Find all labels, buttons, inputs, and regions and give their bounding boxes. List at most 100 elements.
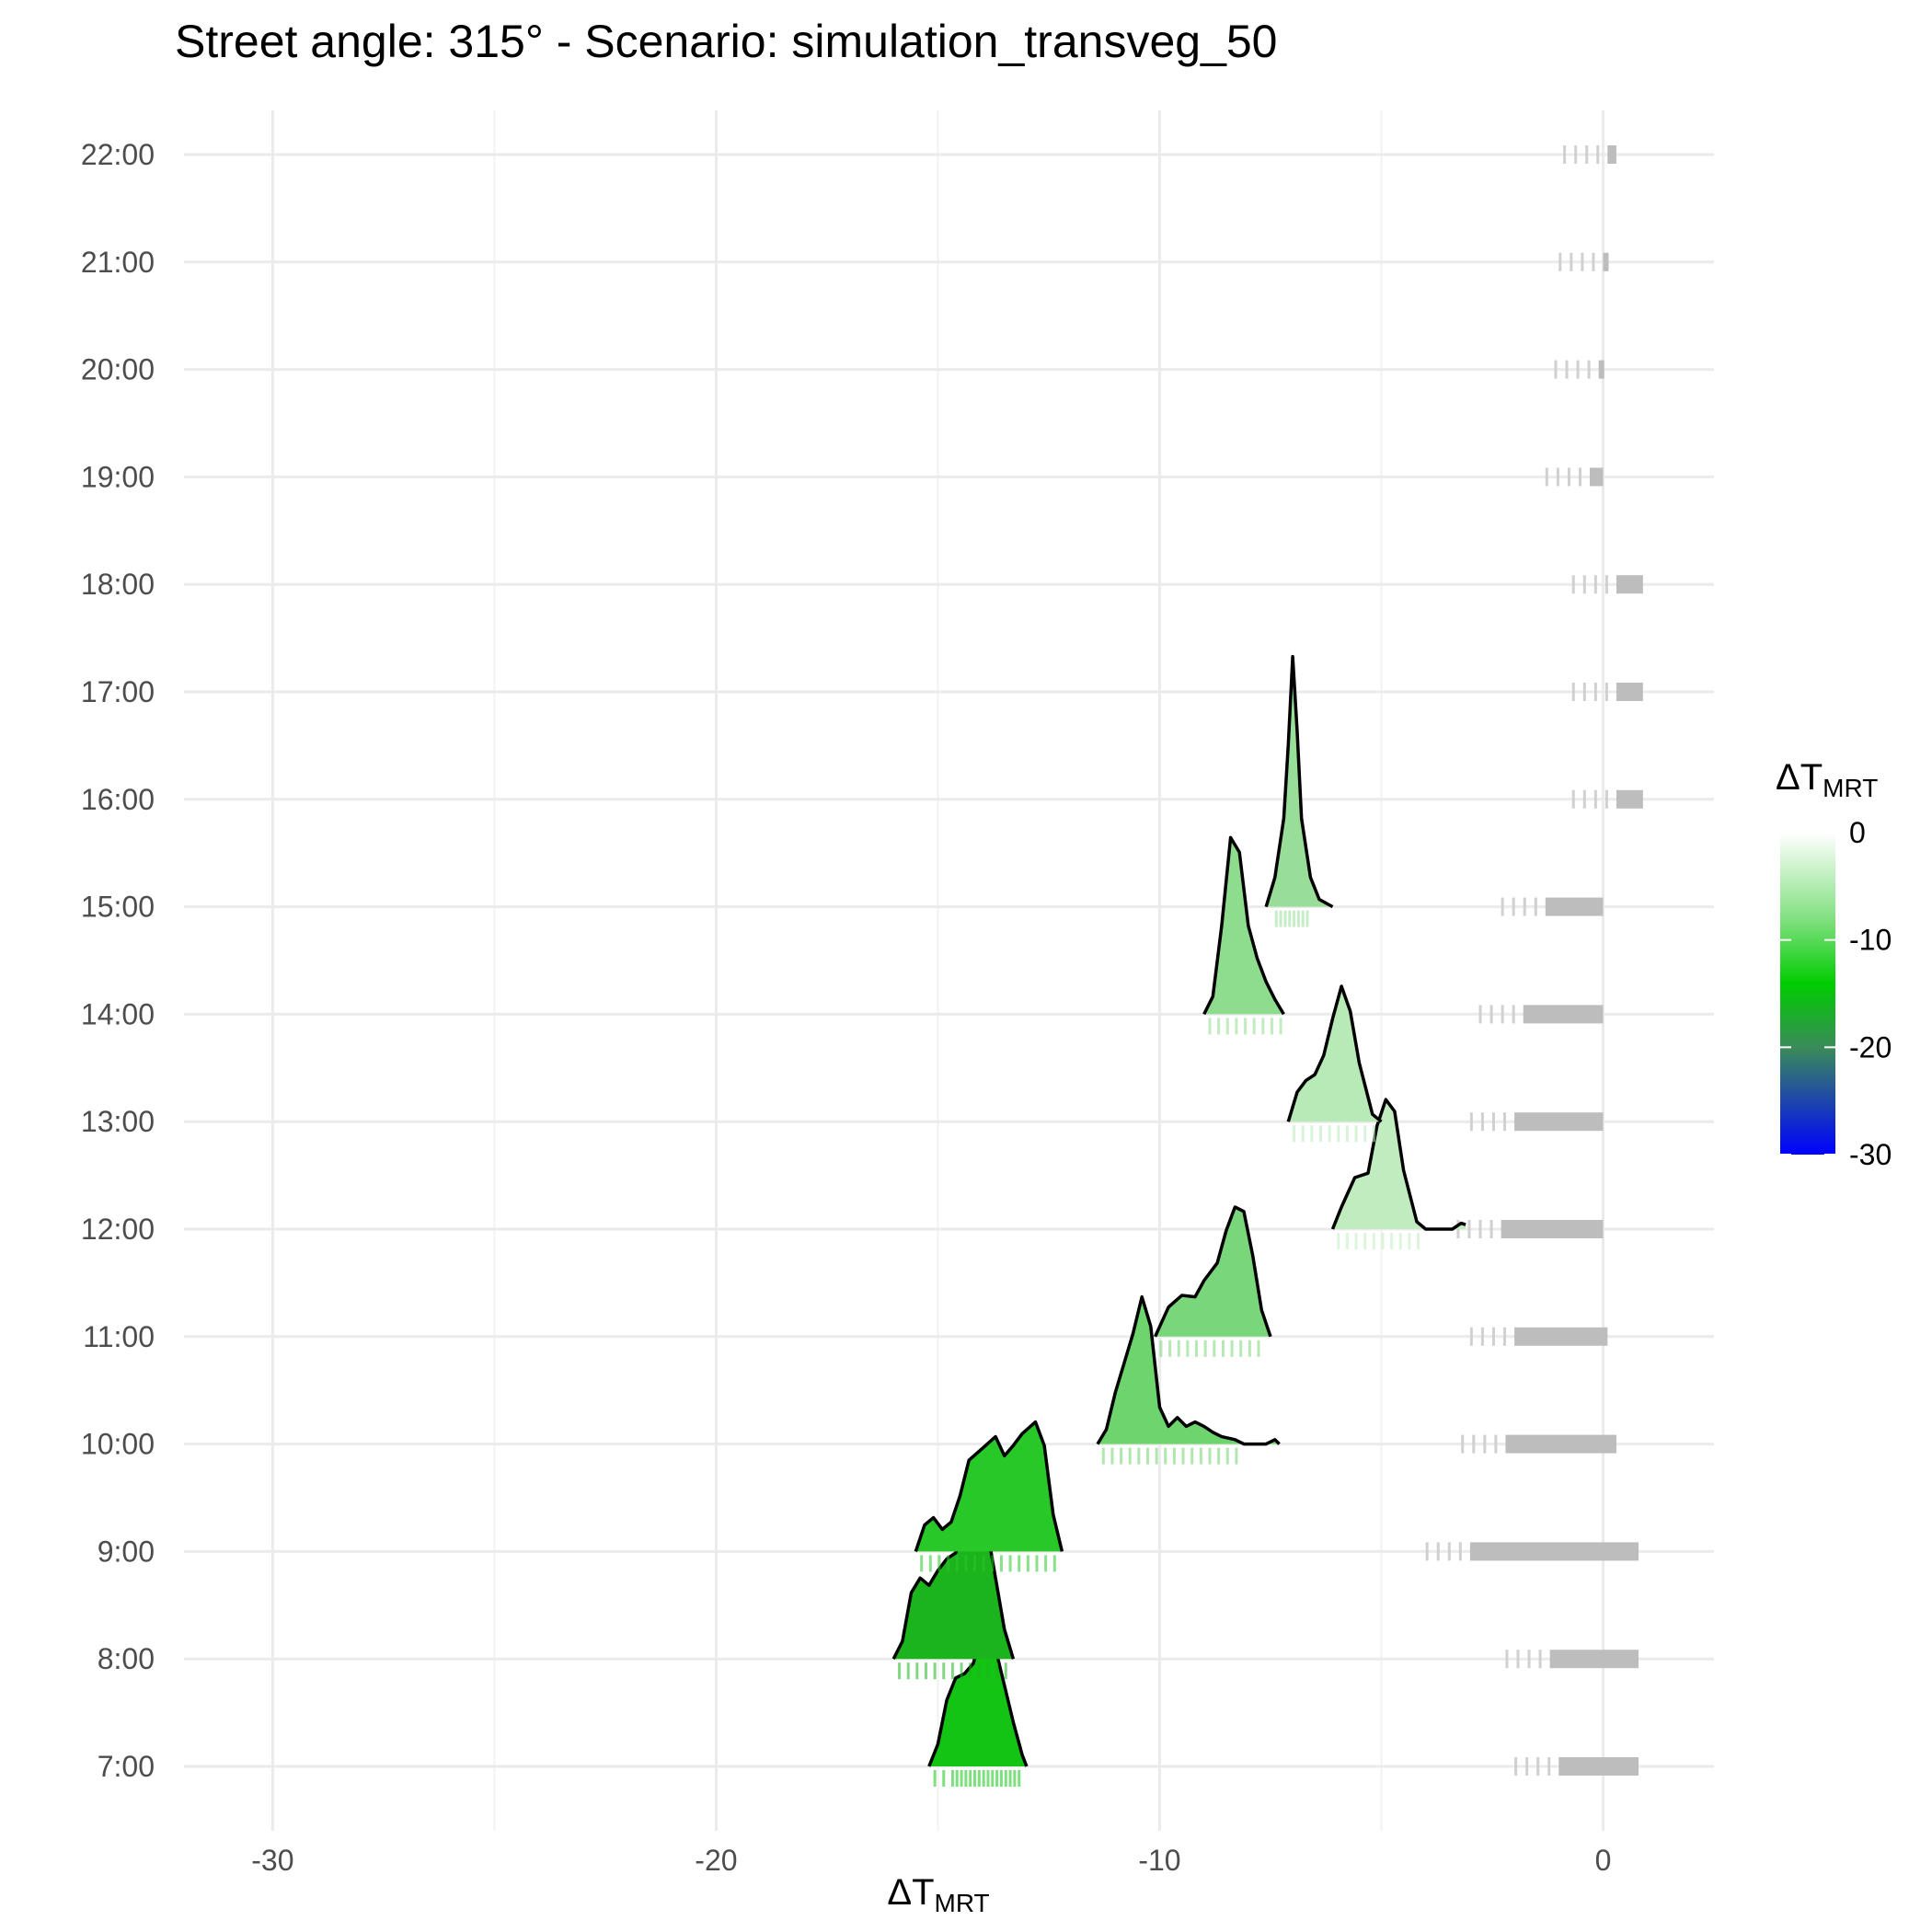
gray-rug-tick [1494, 1434, 1498, 1454]
legend-ticks: 0 -10 -20 -30 [1780, 816, 1892, 1171]
rug-tick [1203, 1340, 1207, 1357]
rug-tick [1274, 910, 1278, 927]
rug-tick [1177, 1340, 1180, 1357]
gray-rug [1558, 1757, 1639, 1776]
rug-tick [1363, 1233, 1367, 1249]
gray-rug-tick [1571, 683, 1575, 701]
gray-rug-tick [1447, 1542, 1451, 1561]
ridge-10:00 [1096, 1294, 1281, 1465]
rug-tick [982, 1770, 985, 1787]
gray-rug [1598, 360, 1604, 379]
rug-tick [1101, 1447, 1105, 1465]
rug-tick [960, 1662, 963, 1680]
gray-rug-tick [1571, 575, 1575, 594]
gray-rug-tick [1538, 1650, 1542, 1669]
gray-rug [1616, 683, 1643, 701]
gray-rug-tick [1556, 467, 1559, 487]
gray-rug-tick [1480, 1327, 1484, 1346]
gray-rug-tick [1458, 1542, 1462, 1561]
ridge-fill [1155, 1207, 1271, 1337]
x-tick-label: -10 [1138, 1844, 1180, 1877]
rug-tick [1328, 1125, 1331, 1143]
rug-tick [1186, 1340, 1190, 1357]
rug-tick [906, 1662, 910, 1680]
rug-tick [1408, 1233, 1411, 1249]
gray-rug-tick [1592, 252, 1595, 271]
rug-tick [1195, 1340, 1199, 1357]
gray-rug-tick [1554, 360, 1558, 379]
rug-tick [1288, 910, 1292, 927]
ridge-layer [891, 654, 1466, 1787]
rug-tick [960, 1770, 963, 1787]
rug-tick [995, 1662, 999, 1680]
ridge-11:00 [1154, 1205, 1272, 1357]
rug-tick [1225, 1447, 1229, 1465]
gray-rug-tick [1571, 789, 1575, 809]
rug-tick [1164, 1447, 1167, 1465]
gray-rug-tick [1534, 897, 1537, 916]
gray-rug-tick [1469, 1112, 1473, 1132]
rug-tick [928, 1555, 932, 1572]
y-tick-label: 17:00 [81, 675, 155, 708]
legend-colorbar [1780, 833, 1835, 1155]
rug-tick [1230, 1340, 1234, 1357]
rug-tick [915, 1662, 919, 1680]
rug-tick [1018, 1555, 1021, 1572]
rug-tick [964, 1770, 968, 1787]
gray-rug-tick [1472, 1434, 1476, 1454]
gray-rug-tick [1604, 683, 1608, 701]
gray-rug-tick [1503, 1327, 1507, 1346]
gray-rug-tick [1585, 145, 1589, 164]
rug-tick [1235, 1447, 1238, 1465]
rug-tick [942, 1662, 946, 1680]
rug-tick [1310, 1125, 1314, 1143]
rug-tick [1337, 1233, 1340, 1249]
gray-rug [1514, 1327, 1608, 1346]
x-tick-label: -30 [251, 1844, 293, 1877]
rug-tick [1270, 1018, 1273, 1035]
rug-tick [1208, 1447, 1212, 1465]
rug-tick [1390, 1233, 1394, 1249]
rug-tick [1199, 1447, 1202, 1465]
rug-tick [1181, 1447, 1185, 1465]
rug-tick [1301, 910, 1305, 927]
y-tick-labels: 7:00 8:00 9:00 10:00 11:00 12:00 13:00 14:00 15:… [81, 138, 155, 1783]
legend-label: -10 [1849, 924, 1892, 957]
rug-tick [1239, 1340, 1243, 1357]
gray-rug-tick [1489, 1220, 1493, 1238]
gray-rug-tick [1514, 1757, 1518, 1776]
gray-rug-tick [1483, 1434, 1487, 1454]
y-tick-label: 21:00 [81, 246, 155, 279]
gray-rug [1590, 467, 1604, 487]
gray-rug-tick [1582, 789, 1586, 809]
rug-tick [955, 1770, 959, 1787]
rug-tick [950, 1770, 954, 1787]
rug-tick [1252, 1018, 1256, 1035]
rug-tick [969, 1770, 972, 1787]
gray-rug-tick [1570, 252, 1573, 271]
rug-tick [991, 1770, 995, 1787]
gray-rug-tick [1596, 145, 1600, 164]
gray-rug-tick [1558, 252, 1562, 271]
gray-rug-tick [1489, 1005, 1493, 1024]
gray-rug-tick [1505, 1650, 1509, 1669]
rug-tick [1305, 910, 1309, 927]
gray-rug-tick [1527, 1650, 1531, 1669]
legend-label: -30 [1849, 1138, 1892, 1171]
gray-rug [1523, 1005, 1604, 1024]
rug-tick [1345, 1233, 1349, 1249]
rug-tick [1008, 1770, 1012, 1787]
rug-tick [898, 1662, 902, 1680]
y-tick-label: 10:00 [81, 1428, 155, 1461]
ridge-outline [1330, 1098, 1466, 1231]
y-tick-label: 20:00 [81, 353, 155, 386]
gray-rug [1545, 897, 1604, 916]
ridge-outline [1286, 984, 1383, 1123]
rug-tick [982, 1555, 985, 1572]
gray-rug-tick [1587, 360, 1591, 379]
rug-tick [964, 1555, 968, 1572]
rug-tick [937, 1555, 941, 1572]
gray-rug-tick [1593, 789, 1597, 809]
rug-tick [1345, 1125, 1349, 1143]
ridge-fill [1203, 837, 1284, 1015]
